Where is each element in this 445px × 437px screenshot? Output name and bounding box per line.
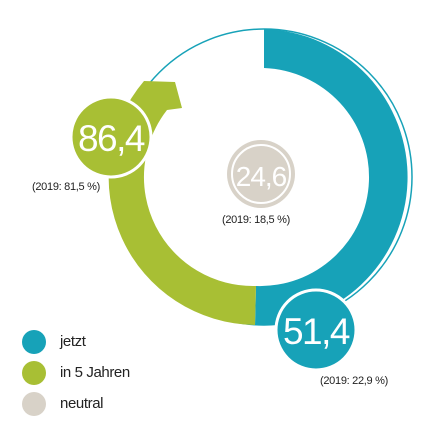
legend-item-jetzt: jetzt: [22, 326, 130, 357]
value-jetzt: 51,4: [283, 311, 350, 352]
previous-jetzt: (2019: 22,9 %): [320, 375, 388, 387]
legend-label-jetzt: jetzt: [60, 333, 86, 350]
value-in5: 86,4: [78, 118, 145, 159]
legend-label-in5: in 5 Jahren: [60, 364, 130, 381]
bubble-in5: [69, 95, 153, 179]
bubble-neutral-inner: [231, 144, 291, 204]
legend-item-in5: in 5 Jahren: [22, 357, 130, 388]
bubble-jetzt: [274, 288, 358, 372]
legend-swatch-jetzt: [22, 329, 46, 354]
bubble-neutral: [227, 140, 295, 208]
value-neutral: 24,6: [236, 161, 287, 192]
legend-item-neutral: neutral: [22, 388, 130, 419]
legend-label-neutral: neutral: [60, 395, 104, 412]
previous-neutral: (2019: 18,5 %): [222, 214, 290, 226]
legend-swatch-in5: [22, 360, 46, 385]
legend-swatch-neutral: [22, 391, 46, 416]
arc-jetzt: [255, 29, 408, 326]
previous-in5: (2019: 81,5 %): [32, 181, 100, 193]
legend: jetzt in 5 Jahren neutral: [22, 326, 130, 419]
